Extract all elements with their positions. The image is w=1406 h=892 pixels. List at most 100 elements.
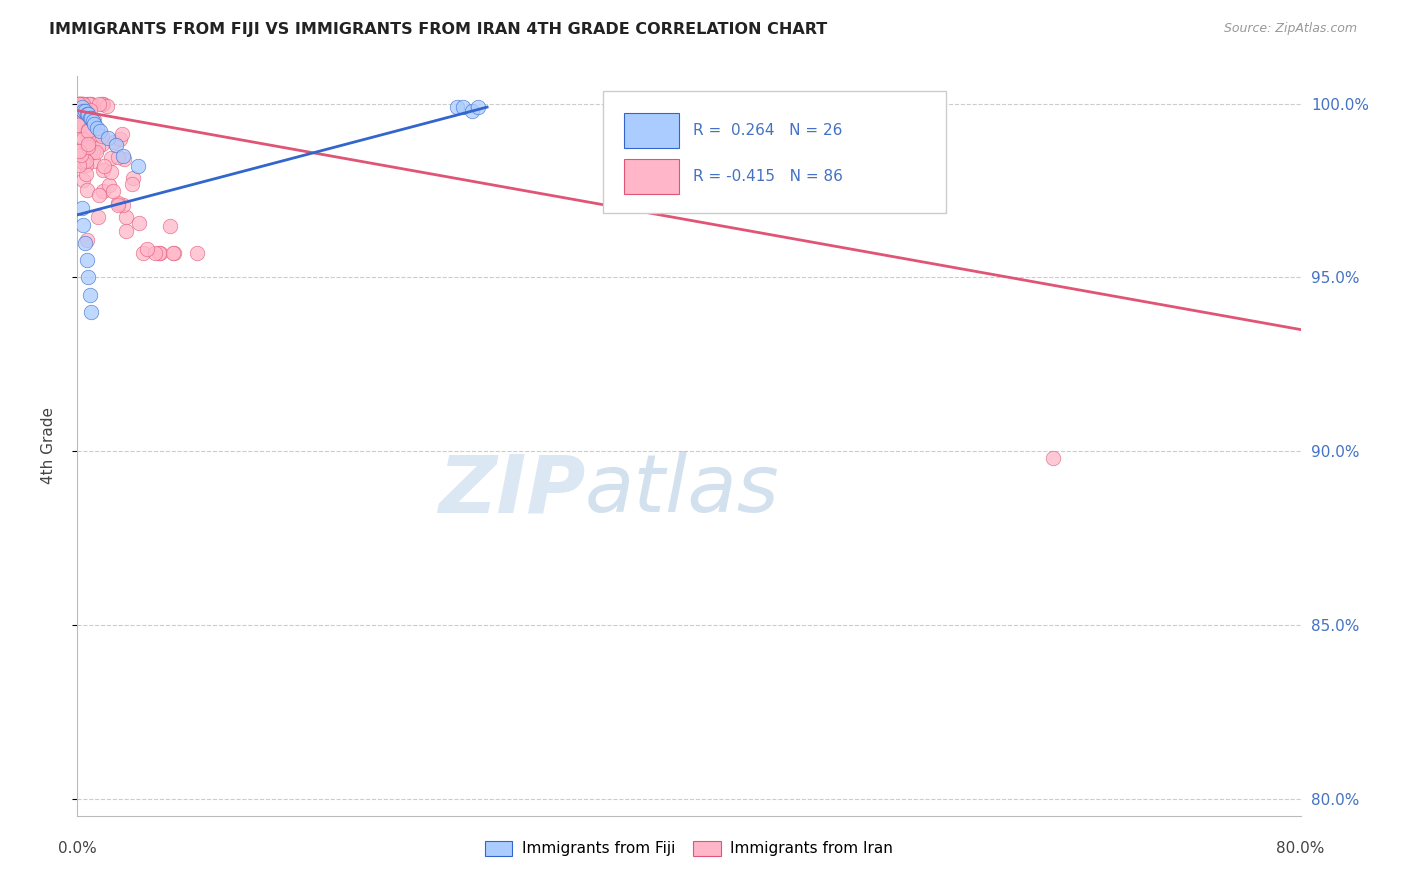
Point (67, 96, 90, 111)
Point (93, 184, 115, 198)
Point (82, 145, 104, 159)
Point (103, 135, 125, 149)
Point (77, 140, 100, 154)
Point (75, 167, 97, 181)
Point (111, 198, 134, 212)
Point (108, 132, 131, 146)
Point (159, 219, 181, 234)
Y-axis label: 4th Grade: 4th Grade (42, 408, 56, 484)
FancyBboxPatch shape (624, 159, 679, 194)
Point (467, 100, 489, 114)
Point (72, 96, 94, 111)
Point (115, 224, 138, 238)
Point (79, 111, 101, 125)
Point (77, 107, 100, 121)
Point (97, 131, 120, 145)
Point (67, 144, 90, 158)
Point (83, 113, 105, 128)
Point (107, 196, 129, 211)
Point (72, 103, 94, 118)
Point (91, 136, 114, 151)
Point (100, 151, 122, 165)
Point (82, 114, 104, 128)
Point (121, 178, 143, 192)
Point (82, 154, 104, 169)
Point (70, 96, 93, 111)
Point (103, 184, 125, 198)
Point (107, 198, 129, 212)
Point (107, 150, 129, 164)
Point (111, 127, 134, 141)
Point (70, 115, 93, 129)
Text: IMMIGRANTS FROM FIJI VS IMMIGRANTS FROM IRAN 4TH GRADE CORRELATION CHART: IMMIGRANTS FROM FIJI VS IMMIGRANTS FROM … (49, 22, 828, 37)
Point (112, 152, 135, 166)
Point (100, 164, 122, 178)
Point (80, 305, 103, 319)
Point (67, 99, 90, 113)
Point (72, 173, 94, 187)
Point (91, 96, 114, 111)
Point (77, 123, 100, 137)
Point (84, 145, 107, 159)
Text: 0.0%: 0.0% (58, 841, 97, 856)
Point (73, 118, 96, 132)
Text: atlas: atlas (585, 451, 780, 530)
Point (80, 96, 103, 111)
Point (69, 148, 91, 162)
Point (162, 246, 184, 260)
Point (75, 153, 97, 168)
Point (70, 155, 93, 169)
Point (67, 118, 90, 132)
Point (72, 103, 94, 118)
Point (86, 210, 108, 224)
Point (91, 96, 114, 111)
Text: Source: ZipAtlas.com: Source: ZipAtlas.com (1223, 22, 1357, 36)
Text: 80.0%: 80.0% (1277, 841, 1324, 856)
Point (76, 123, 98, 137)
Text: R = -0.415   N = 86: R = -0.415 N = 86 (693, 169, 842, 184)
Point (72, 219, 94, 233)
Point (77, 270, 100, 285)
Point (91, 163, 114, 178)
Point (136, 242, 159, 256)
Point (72, 96, 94, 111)
Point (93, 159, 115, 173)
Point (70, 201, 93, 215)
Point (83, 118, 105, 132)
Point (446, 100, 468, 114)
Point (76, 233, 98, 247)
Point (79, 287, 101, 301)
Point (79, 103, 101, 118)
FancyBboxPatch shape (603, 91, 946, 213)
Point (87, 96, 110, 111)
Point (451, 100, 474, 114)
Point (149, 246, 172, 260)
Point (186, 246, 208, 260)
Point (127, 159, 149, 173)
Point (69, 144, 91, 158)
Point (79, 96, 101, 111)
FancyBboxPatch shape (624, 112, 679, 148)
Point (76, 107, 98, 121)
Point (69, 132, 91, 146)
Point (73, 103, 96, 118)
Point (67, 96, 90, 111)
Point (69, 96, 91, 111)
Point (121, 171, 143, 186)
Point (70, 96, 93, 111)
Point (76, 96, 98, 111)
Point (67, 97, 90, 112)
Point (87, 188, 110, 202)
Point (76, 129, 98, 144)
Legend: Immigrants from Fiji, Immigrants from Iran: Immigrants from Fiji, Immigrants from Ir… (478, 833, 900, 864)
Point (104, 138, 127, 153)
Point (70, 100, 93, 114)
Point (461, 103, 484, 118)
Point (132, 246, 155, 260)
Point (87, 140, 110, 154)
Point (80, 111, 103, 125)
Point (79, 96, 101, 111)
Point (163, 246, 186, 260)
Point (79, 145, 101, 159)
Point (128, 216, 150, 230)
